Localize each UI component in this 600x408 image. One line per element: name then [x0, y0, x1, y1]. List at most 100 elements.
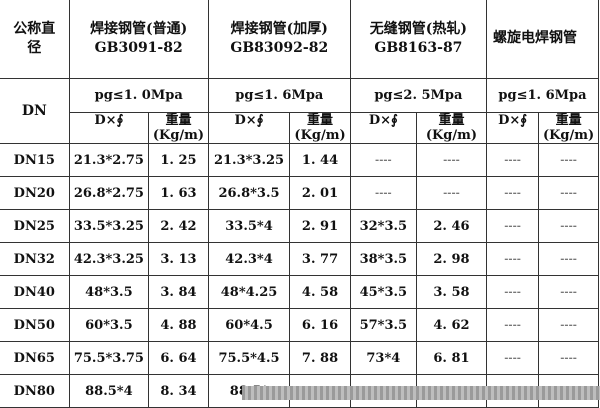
dn-cell: DN25 — [0, 209, 70, 243]
dn-cell: DN80 — [0, 374, 70, 408]
value-cell: 2. 91 — [289, 209, 351, 243]
value-cell: 3. 58 — [415, 275, 487, 309]
value-cell: ---- — [485, 176, 540, 210]
value-cell: ---- — [485, 275, 540, 309]
value-cell: 60*3.5 — [68, 308, 150, 342]
value-cell: 38*3.5 — [349, 242, 417, 276]
dimension-header: D×∮ — [207, 112, 291, 144]
value-cell: 26.8*2.75 — [68, 176, 150, 210]
pressure-label: pg≤1. 6Mpa — [485, 78, 600, 113]
table-row: DN50 60*3.5 4. 88 60*4.5 6. 16 57*3.5 4. 62 ---… — [0, 308, 599, 342]
value-cell: ---- — [485, 143, 540, 177]
dimension-header: D×∮ — [68, 112, 150, 144]
weight-header: 重量 (Kg/m) — [148, 112, 209, 144]
table-row: DN20 26.8*2.75 1. 63 26.8*3.5 2. 01 ---- ---- -… — [0, 176, 599, 210]
value-cell: ---- — [415, 176, 487, 210]
dn-header: DN — [0, 78, 70, 144]
table-row: DN65 75.5*3.75 6. 64 75.5*4.5 7. 88 73*4 6. 81… — [0, 341, 599, 375]
value-cell: 3. 84 — [148, 275, 209, 309]
value-cell: ---- — [538, 209, 599, 243]
value-cell: 3. 77 — [289, 242, 351, 276]
value-cell: 2. 42 — [148, 209, 209, 243]
weight-label: 重量 — [165, 113, 192, 129]
value-cell: 33.5*3.25 — [68, 209, 150, 243]
value-cell: 2. 46 — [415, 209, 487, 243]
value-cell: ---- — [485, 209, 540, 243]
dn-cell: DN15 — [0, 143, 70, 177]
value-cell: 1. 44 — [289, 143, 351, 177]
value-cell: ---- — [485, 242, 540, 276]
dimension-header: D×∮ — [485, 112, 540, 144]
dn-cell: DN65 — [0, 341, 70, 375]
value-cell: 7. 88 — [289, 341, 351, 375]
weight-unit: (Kg/m) — [542, 128, 595, 143]
value-cell: 6. 64 — [148, 341, 209, 375]
value-cell: 1. 25 — [148, 143, 209, 177]
value-cell: 60*4.5 — [207, 308, 291, 342]
value-cell: ---- — [485, 308, 540, 342]
value-cell: ---- — [349, 176, 417, 210]
pressure-label: pg≤1. 0Mpa — [68, 78, 209, 113]
weight-label: 重量 — [555, 113, 582, 129]
weight-header: 重量 (Kg/m) — [289, 112, 351, 144]
weight-header: 重量 (Kg/m) — [415, 112, 487, 144]
value-cell: 45*3.5 — [349, 275, 417, 309]
value-cell: 26.8*3.5 — [207, 176, 291, 210]
value-cell: 48*4.25 — [207, 275, 291, 309]
group-header: 螺旋电焊钢管 — [485, 0, 600, 79]
dn-cell: DN50 — [0, 308, 70, 342]
weight-label: 重量 — [307, 113, 334, 129]
value-cell: ---- — [538, 242, 599, 276]
value-cell: ---- — [415, 143, 487, 177]
weight-header: 重量 (Kg/m) — [538, 112, 599, 144]
table-row: DN32 42.3*3.25 3. 13 42.3*4 3. 77 38*3.5 2. 98… — [0, 242, 599, 276]
value-cell: ---- — [538, 308, 599, 342]
value-cell: 6. 16 — [289, 308, 351, 342]
table-row: DN40 48*3.5 3. 84 48*4.25 4. 58 45*3.5 3. 58 --… — [0, 275, 599, 309]
value-cell: 1. 63 — [148, 176, 209, 210]
dimension-header: D×∮ — [349, 112, 417, 144]
pressure-label: pg≤2. 5Mpa — [349, 78, 487, 113]
value-cell: 88.5*4 — [68, 374, 150, 408]
value-cell: 73*4 — [349, 341, 417, 375]
dn-cell: DN32 — [0, 242, 70, 276]
dn-cell: DN20 — [0, 176, 70, 210]
value-cell: 4. 58 — [289, 275, 351, 309]
value-cell: 8. 34 — [148, 374, 209, 408]
value-cell: 75.5*3.75 — [68, 341, 150, 375]
weight-label: 重量 — [438, 113, 465, 129]
value-cell: ---- — [538, 341, 599, 375]
value-cell: ---- — [538, 176, 599, 210]
group-header: 无缝钢管(热轧) GB8163-87 — [349, 0, 487, 79]
value-cell: 57*3.5 — [349, 308, 417, 342]
value-cell: 3. 13 — [148, 242, 209, 276]
value-cell: 33.5*4 — [207, 209, 291, 243]
value-cell: ---- — [538, 143, 599, 177]
pressure-label: pg≤1. 6Mpa — [207, 78, 351, 113]
value-cell: ---- — [485, 341, 540, 375]
value-cell: 48*3.5 — [68, 275, 150, 309]
value-cell: 42.3*3.25 — [68, 242, 150, 276]
weight-unit: (Kg/m) — [294, 128, 346, 143]
table-row: DN25 33.5*3.25 2. 42 33.5*4 2. 91 32*3.5 2. 46… — [0, 209, 599, 243]
value-cell: 4. 88 — [148, 308, 209, 342]
value-cell: 42.3*4 — [207, 242, 291, 276]
weight-unit: (Kg/m) — [152, 128, 205, 143]
value-cell: 21.3*3.25 — [207, 143, 291, 177]
value-cell: 2. 01 — [289, 176, 351, 210]
value-cell: 6. 81 — [415, 341, 487, 375]
value-cell: 4. 62 — [415, 308, 487, 342]
value-cell: ---- — [538, 275, 599, 309]
value-cell: 75.5*4.5 — [207, 341, 291, 375]
value-cell: 21.3*2.75 — [68, 143, 150, 177]
nominal-header: 公称直径 — [0, 0, 70, 79]
weight-unit: (Kg/m) — [425, 128, 478, 143]
table-row: DN15 21.3*2.75 1. 25 21.3*3.25 1. 44 ---- ----… — [0, 143, 599, 177]
group-header: 焊接钢管(加厚) GB83092-82 — [207, 0, 351, 79]
value-cell: ---- — [349, 143, 417, 177]
group-header: 焊接钢管(普通) GB3091-82 — [68, 0, 209, 79]
dn-cell: DN40 — [0, 275, 70, 309]
watermark-bar — [242, 386, 600, 400]
value-cell: 32*3.5 — [349, 209, 417, 243]
